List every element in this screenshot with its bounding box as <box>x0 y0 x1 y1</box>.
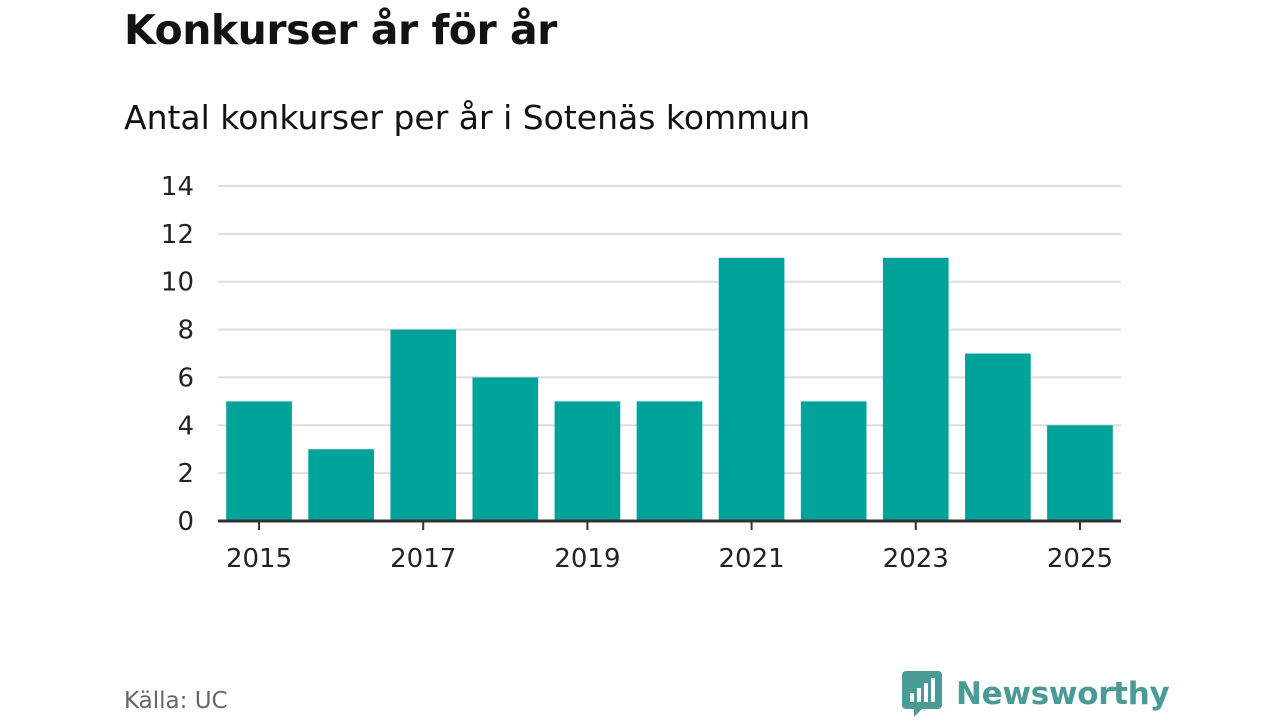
bar-2021 <box>718 257 785 521</box>
chart-title: Konkurser år för år <box>124 6 557 54</box>
bars <box>226 257 1113 521</box>
tick-labels: 0 2 4 6 8 10 12 14 2015 2017 2019 2021 2023 2025 <box>161 172 1113 574</box>
y-tick-label-10: 10 <box>161 268 194 298</box>
bar-2025 <box>1047 425 1113 521</box>
y-tick-label-8: 8 <box>177 316 194 346</box>
bar-2018 <box>472 377 539 521</box>
x-tick-label-2017: 2017 <box>390 544 456 574</box>
bar-chart-bubble-icon <box>902 671 942 717</box>
x-tick-label-2019: 2019 <box>554 544 620 574</box>
bar-2016 <box>308 449 374 521</box>
chart-subtitle: Antal konkurser per år i Sotenäs kommun <box>124 98 811 137</box>
y-tick-label-2: 2 <box>177 459 194 489</box>
bar-2023 <box>882 257 949 521</box>
y-tick-label-12: 12 <box>161 220 194 250</box>
axes <box>218 519 1121 530</box>
bar-2019 <box>554 401 621 521</box>
bar-2020 <box>636 401 703 521</box>
x-tick-label-2023: 2023 <box>883 544 949 574</box>
y-tick-label-0: 0 <box>177 507 194 537</box>
x-tick-label-2025: 2025 <box>1047 544 1113 574</box>
bar-2017 <box>390 329 457 521</box>
bar-2022 <box>800 401 867 521</box>
x-tick-label-2021: 2021 <box>719 544 785 574</box>
source-note: Källa: UC <box>124 688 228 714</box>
bar-2024 <box>965 353 1031 521</box>
y-tick-label-4: 4 <box>177 411 194 441</box>
y-tick-label-6: 6 <box>177 363 194 393</box>
brand-logo: Newsworthy <box>902 670 1170 718</box>
x-tick-label-2015: 2015 <box>226 544 292 574</box>
bar-2015 <box>226 401 292 521</box>
y-tick-label-14: 14 <box>161 172 194 202</box>
brand-name: Newsworthy <box>956 676 1170 712</box>
